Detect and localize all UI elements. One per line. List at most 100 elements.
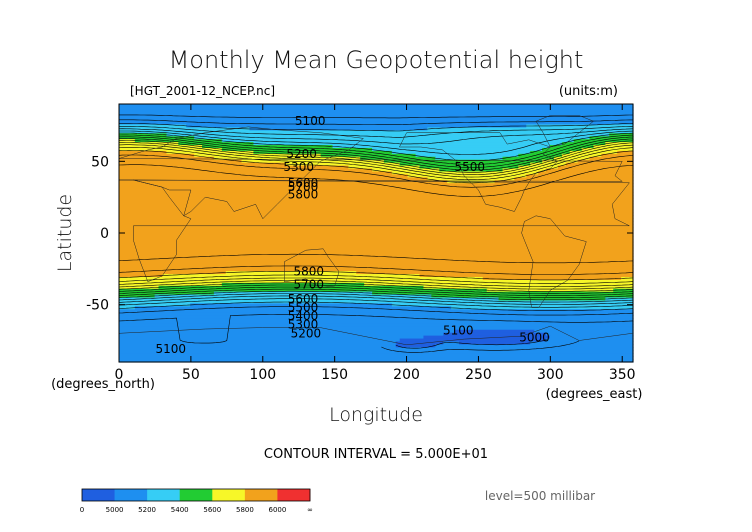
contour-band-cell	[166, 150, 255, 155]
contour-line	[118, 301, 634, 311]
contour-lines	[118, 114, 634, 353]
contour-band-cell	[190, 303, 393, 307]
contour-band-cell	[605, 297, 634, 302]
color-scale-frame	[81, 488, 311, 502]
contour-band-cell	[459, 341, 531, 346]
contour-band-cell	[119, 359, 634, 363]
x-tick-label: 300	[537, 367, 564, 383]
contour-label: 5700	[288, 180, 319, 194]
contour-band-cell	[119, 139, 136, 143]
contour-band-cell	[119, 106, 634, 111]
coastline-path	[521, 215, 587, 308]
contour-line	[118, 142, 634, 175]
contour-line	[118, 284, 634, 294]
contour-band-cell	[119, 145, 203, 149]
contour-band-cell	[119, 238, 634, 243]
coastline-path	[535, 115, 594, 148]
y-axis-label: Latitude	[54, 194, 76, 272]
contour-line	[118, 253, 634, 264]
contour-band-cell	[119, 347, 634, 351]
y-unit-label: (degrees_north)	[51, 377, 155, 392]
contour-band-cell	[119, 104, 634, 108]
contour-band-cell	[565, 162, 634, 167]
contour-band-cell	[557, 165, 634, 170]
contour-band-cell	[546, 332, 634, 337]
contour-label: 5800	[294, 265, 325, 279]
contour-band-cell	[407, 174, 527, 178]
contour-band-cell	[119, 353, 634, 357]
source-file-label: [HGT_2001-12_NCEP.nc]	[130, 84, 275, 98]
contour-band-cell	[158, 285, 425, 290]
contour-line	[118, 271, 634, 281]
contour-band-cell	[119, 209, 634, 214]
contour-band-cell	[119, 189, 634, 193]
contour-band-cell	[119, 262, 634, 266]
contour-band-cell	[119, 338, 401, 343]
contour-line	[118, 274, 634, 284]
contour-band-cell	[372, 168, 440, 173]
contour-band-cell	[119, 318, 634, 322]
contour-line	[118, 265, 634, 275]
contour-band-cell	[119, 118, 634, 123]
units-label: (units:m)	[559, 84, 618, 99]
contour-band-cell	[391, 150, 531, 155]
contour-label: 5400	[288, 309, 319, 323]
x-tick-label: 100	[249, 367, 276, 383]
contour-band-cell	[221, 139, 575, 143]
contour-band-cell	[423, 285, 634, 290]
contour-band-cell	[435, 156, 504, 161]
contour-band-cell	[119, 206, 634, 211]
contour-band-cell	[119, 235, 634, 240]
contour-band-cell	[119, 323, 634, 328]
contour-band-cell	[119, 153, 195, 158]
contour-line	[118, 134, 634, 165]
contour-label: 5100	[156, 342, 187, 356]
y-tick-label: 50	[91, 154, 109, 170]
contour-label: 5100	[443, 324, 474, 338]
color-scale-tick-label: ∞	[307, 506, 313, 514]
contour-band-cell	[119, 341, 397, 346]
contour-line	[119, 126, 634, 138]
contour-band-cell	[518, 165, 559, 170]
contour-band-cell	[423, 335, 551, 340]
contour-band-cell	[162, 274, 421, 278]
contour-line	[118, 147, 634, 180]
contour-band-cell	[119, 297, 500, 302]
contour-band-cell	[419, 274, 634, 278]
contour-band-cell	[119, 124, 187, 129]
contour-band-cell	[372, 291, 634, 296]
contour-line	[381, 340, 580, 353]
contour-band-cell	[119, 180, 448, 184]
color-scale-tick-label: 5200	[138, 506, 156, 514]
contour-line	[118, 280, 634, 290]
contour-band-cell	[186, 124, 527, 129]
contour-band-cell	[518, 153, 563, 158]
contour-band-cell	[482, 276, 622, 281]
contour-band-cell	[253, 150, 393, 155]
contour-band-cell	[119, 174, 409, 178]
x-tick-label: 250	[465, 367, 492, 383]
contour-label: 5600	[288, 176, 319, 190]
contour-band-cell	[119, 309, 634, 313]
color-scale-tick-label: 5000	[106, 506, 124, 514]
contour-band-cell	[241, 159, 385, 164]
contour-band-cell	[569, 150, 618, 155]
contour-band-cell	[119, 171, 393, 175]
contour-band-cell	[119, 356, 634, 360]
contour-band-cell	[119, 115, 634, 120]
contour-band-cell	[119, 130, 634, 134]
x-tick-label: 200	[393, 367, 420, 383]
contour-band-cell	[119, 268, 634, 272]
contour-label: 5800	[288, 187, 319, 201]
contour-band-cell	[617, 150, 634, 155]
contour-line	[119, 123, 634, 132]
contour-band-cell	[119, 259, 634, 263]
contour-line	[118, 154, 634, 188]
contour-band-cell	[561, 153, 602, 158]
contour-band-cell	[119, 212, 634, 217]
contour-band-cell	[391, 303, 634, 307]
contour-line	[118, 298, 634, 308]
contour-band-cell	[431, 294, 634, 299]
contour-band-cell	[534, 329, 634, 334]
